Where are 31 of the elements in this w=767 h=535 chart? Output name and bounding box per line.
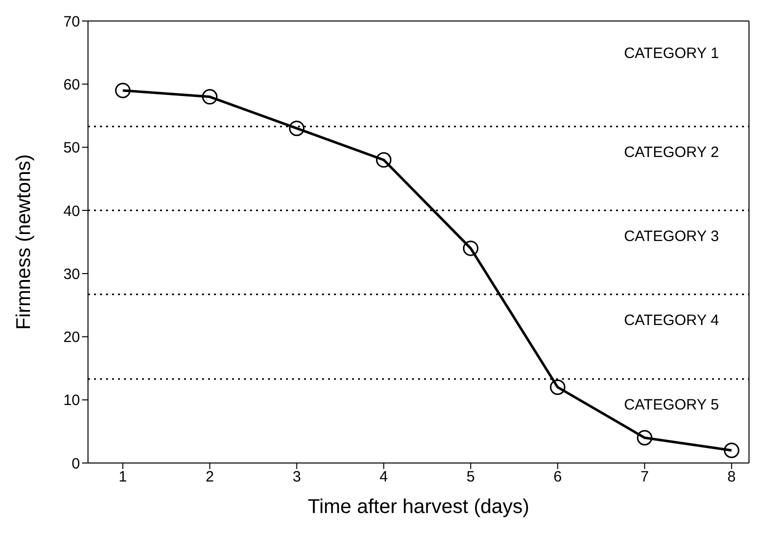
annotation: CATEGORY 2 <box>624 144 719 161</box>
x-axis-title: Time after harvest (days) <box>308 496 530 518</box>
point <box>376 152 392 168</box>
y-tick-label: 70 <box>63 13 80 30</box>
x-tick-label: 3 <box>292 468 301 486</box>
x-tick-label: 5 <box>466 468 475 486</box>
point <box>288 120 304 136</box>
point <box>550 379 566 395</box>
y-tick-label: 40 <box>63 202 80 220</box>
y-tick-label: 60 <box>63 76 80 94</box>
y-tick-label: 10 <box>63 392 80 410</box>
x-tick-label: 2 <box>206 468 214 486</box>
point <box>202 89 218 105</box>
annotation: CATEGORY 5 <box>624 396 719 414</box>
annotation: CATEGORY 3 <box>624 228 719 245</box>
annotation: CATEGORY 1 <box>624 44 719 62</box>
x-tick-label: 4 <box>380 468 388 486</box>
point <box>115 82 131 98</box>
point <box>724 442 740 458</box>
y-tick-label: 20 <box>63 329 80 346</box>
x-tick-label: 6 <box>553 468 562 486</box>
x-tick-label: 8 <box>727 468 736 486</box>
y-axis-title: Firmness (newtons) <box>13 154 36 330</box>
y-tick-label: 50 <box>63 140 80 157</box>
x-tick-label: 1 <box>118 468 127 486</box>
x-tick-label: 7 <box>640 468 649 486</box>
point <box>636 430 652 446</box>
y-tick-label: 0 <box>72 455 80 472</box>
y-tick-label: 30 <box>63 266 80 283</box>
point <box>462 240 478 256</box>
annotation: CATEGORY 4 <box>624 312 719 330</box>
